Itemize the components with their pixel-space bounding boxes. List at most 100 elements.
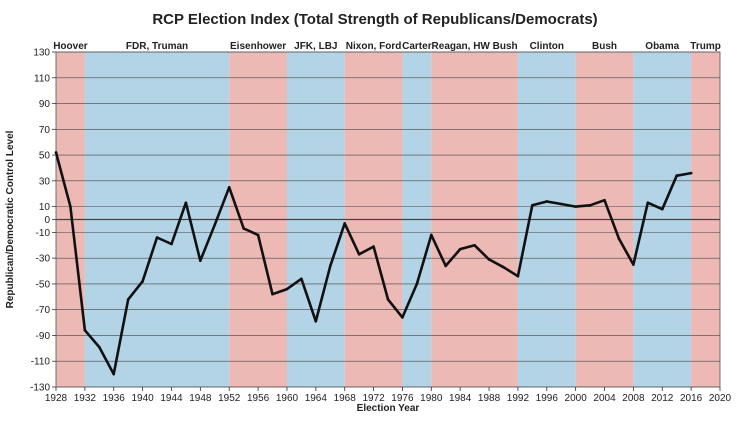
data-point: [271, 292, 274, 296]
x-tick-label: 1988: [478, 393, 501, 404]
y-tick-label: -10: [36, 228, 51, 239]
y-tick-label: -70: [36, 305, 51, 316]
data-point: [516, 274, 520, 278]
y-tick-label: 110: [34, 73, 50, 84]
data-point: [285, 287, 289, 291]
era-label: Carter: [402, 41, 432, 52]
data-point: [632, 263, 635, 266]
data-point: [545, 200, 549, 203]
x-tick-label: 1960: [276, 393, 299, 404]
data-point: [660, 207, 664, 211]
y-tick-label: -30: [36, 254, 51, 265]
x-tick-label: 2012: [651, 393, 674, 404]
era-label: Trump: [690, 41, 721, 52]
data-point: [675, 174, 678, 177]
era-label: Nixon, Ford: [346, 41, 402, 52]
era-label: Bush: [592, 41, 617, 52]
x-tick-label: 1980: [420, 393, 443, 404]
y-tick-label: 130: [33, 48, 50, 59]
data-point: [199, 259, 202, 263]
data-point: [328, 264, 332, 268]
y-tick-label: 90: [39, 99, 51, 110]
data-point: [314, 319, 318, 323]
data-point: [343, 222, 346, 225]
data-point: [502, 265, 505, 269]
data-point: [574, 205, 577, 208]
y-tick-label: -130: [30, 383, 50, 394]
data-point: [126, 298, 130, 301]
x-tick-label: 1952: [218, 393, 241, 404]
y-tick-label: -110: [31, 357, 51, 368]
data-point: [300, 277, 303, 281]
data-point: [473, 243, 476, 247]
y-axis-label: Republican/Democratic Control Level: [5, 130, 16, 308]
chart-title: RCP Election Index (Total Strength of Re…: [152, 11, 598, 28]
data-point: [430, 233, 433, 237]
x-tick-label: 1996: [536, 393, 559, 404]
x-tick-label: 1956: [247, 393, 270, 404]
data-point: [531, 204, 534, 207]
x-tick-label: 1936: [103, 393, 126, 404]
x-tick-label: 1928: [45, 393, 68, 404]
data-point: [112, 372, 116, 376]
data-point: [458, 247, 462, 251]
data-point: [372, 245, 375, 248]
era-label: Eisenhower: [230, 41, 286, 52]
x-tick-label: 1984: [449, 393, 472, 404]
y-tick-label: -90: [36, 331, 51, 342]
x-axis-ticks: 1928 1932 1936 1940 1944 1948 1952 1956 1960 1964…: [45, 387, 732, 404]
data-point: [170, 242, 173, 246]
data-point: [155, 236, 159, 239]
data-point: [98, 345, 101, 349]
data-point: [588, 204, 592, 207]
data-point: [401, 316, 404, 319]
era-label: JFK, LBJ: [294, 41, 337, 52]
data-point: [559, 202, 563, 206]
data-point: [603, 198, 606, 202]
data-point: [444, 264, 448, 268]
y-tick-label: 70: [39, 125, 51, 136]
x-tick-label: 1992: [507, 393, 530, 404]
data-point: [617, 237, 621, 241]
data-point: [227, 185, 231, 189]
x-tick-label: 2016: [680, 393, 703, 404]
data-line: [54, 151, 693, 376]
x-axis-label: Election Year: [357, 403, 420, 414]
data-point: [141, 280, 144, 283]
data-point: [386, 298, 390, 301]
y-tick-label: 50: [39, 151, 51, 162]
era-label: Clinton: [530, 41, 564, 52]
data-point: [487, 258, 491, 261]
x-tick-label: 2020: [709, 393, 732, 404]
x-tick-label: 1976: [391, 393, 414, 404]
era-label: Hoover: [53, 41, 88, 52]
y-tick-label: 10: [39, 202, 51, 213]
x-tick-label: 1944: [160, 393, 183, 404]
x-tick-label: 1940: [131, 393, 154, 404]
data-point: [256, 233, 260, 237]
data-point: [69, 205, 72, 208]
x-tick-label: 2004: [593, 393, 616, 404]
x-tick-label: 1948: [189, 393, 212, 404]
x-tick-label: 1972: [362, 393, 385, 404]
y-axis-ticks: 130 110 90 70 50 30 10 0 -10 -30 -50 -70 -90 -110 -130: [30, 48, 56, 394]
x-tick-label: 2008: [622, 393, 645, 404]
x-tick-label: 1968: [334, 393, 357, 404]
era-label: FDR, Truman: [126, 41, 188, 52]
era-labels: Hoover FDR, Truman Eisenhower JFK, LBJ Nixon…: [53, 41, 721, 52]
x-tick-label: 1932: [74, 393, 97, 404]
era-label: Obama: [645, 41, 679, 52]
y-tick-label: 0: [44, 215, 50, 226]
data-point: [184, 201, 188, 205]
data-point: [83, 329, 87, 332]
era-label: Reagan, HW Bush: [432, 41, 518, 52]
data-point: [242, 227, 245, 230]
data-point: [213, 223, 217, 226]
x-tick-label: 1964: [305, 393, 328, 404]
data-point: [646, 201, 650, 205]
data-point: [357, 252, 361, 256]
data-point: [689, 171, 693, 175]
y-tick-label: -50: [36, 279, 51, 290]
data-point: [54, 151, 58, 154]
